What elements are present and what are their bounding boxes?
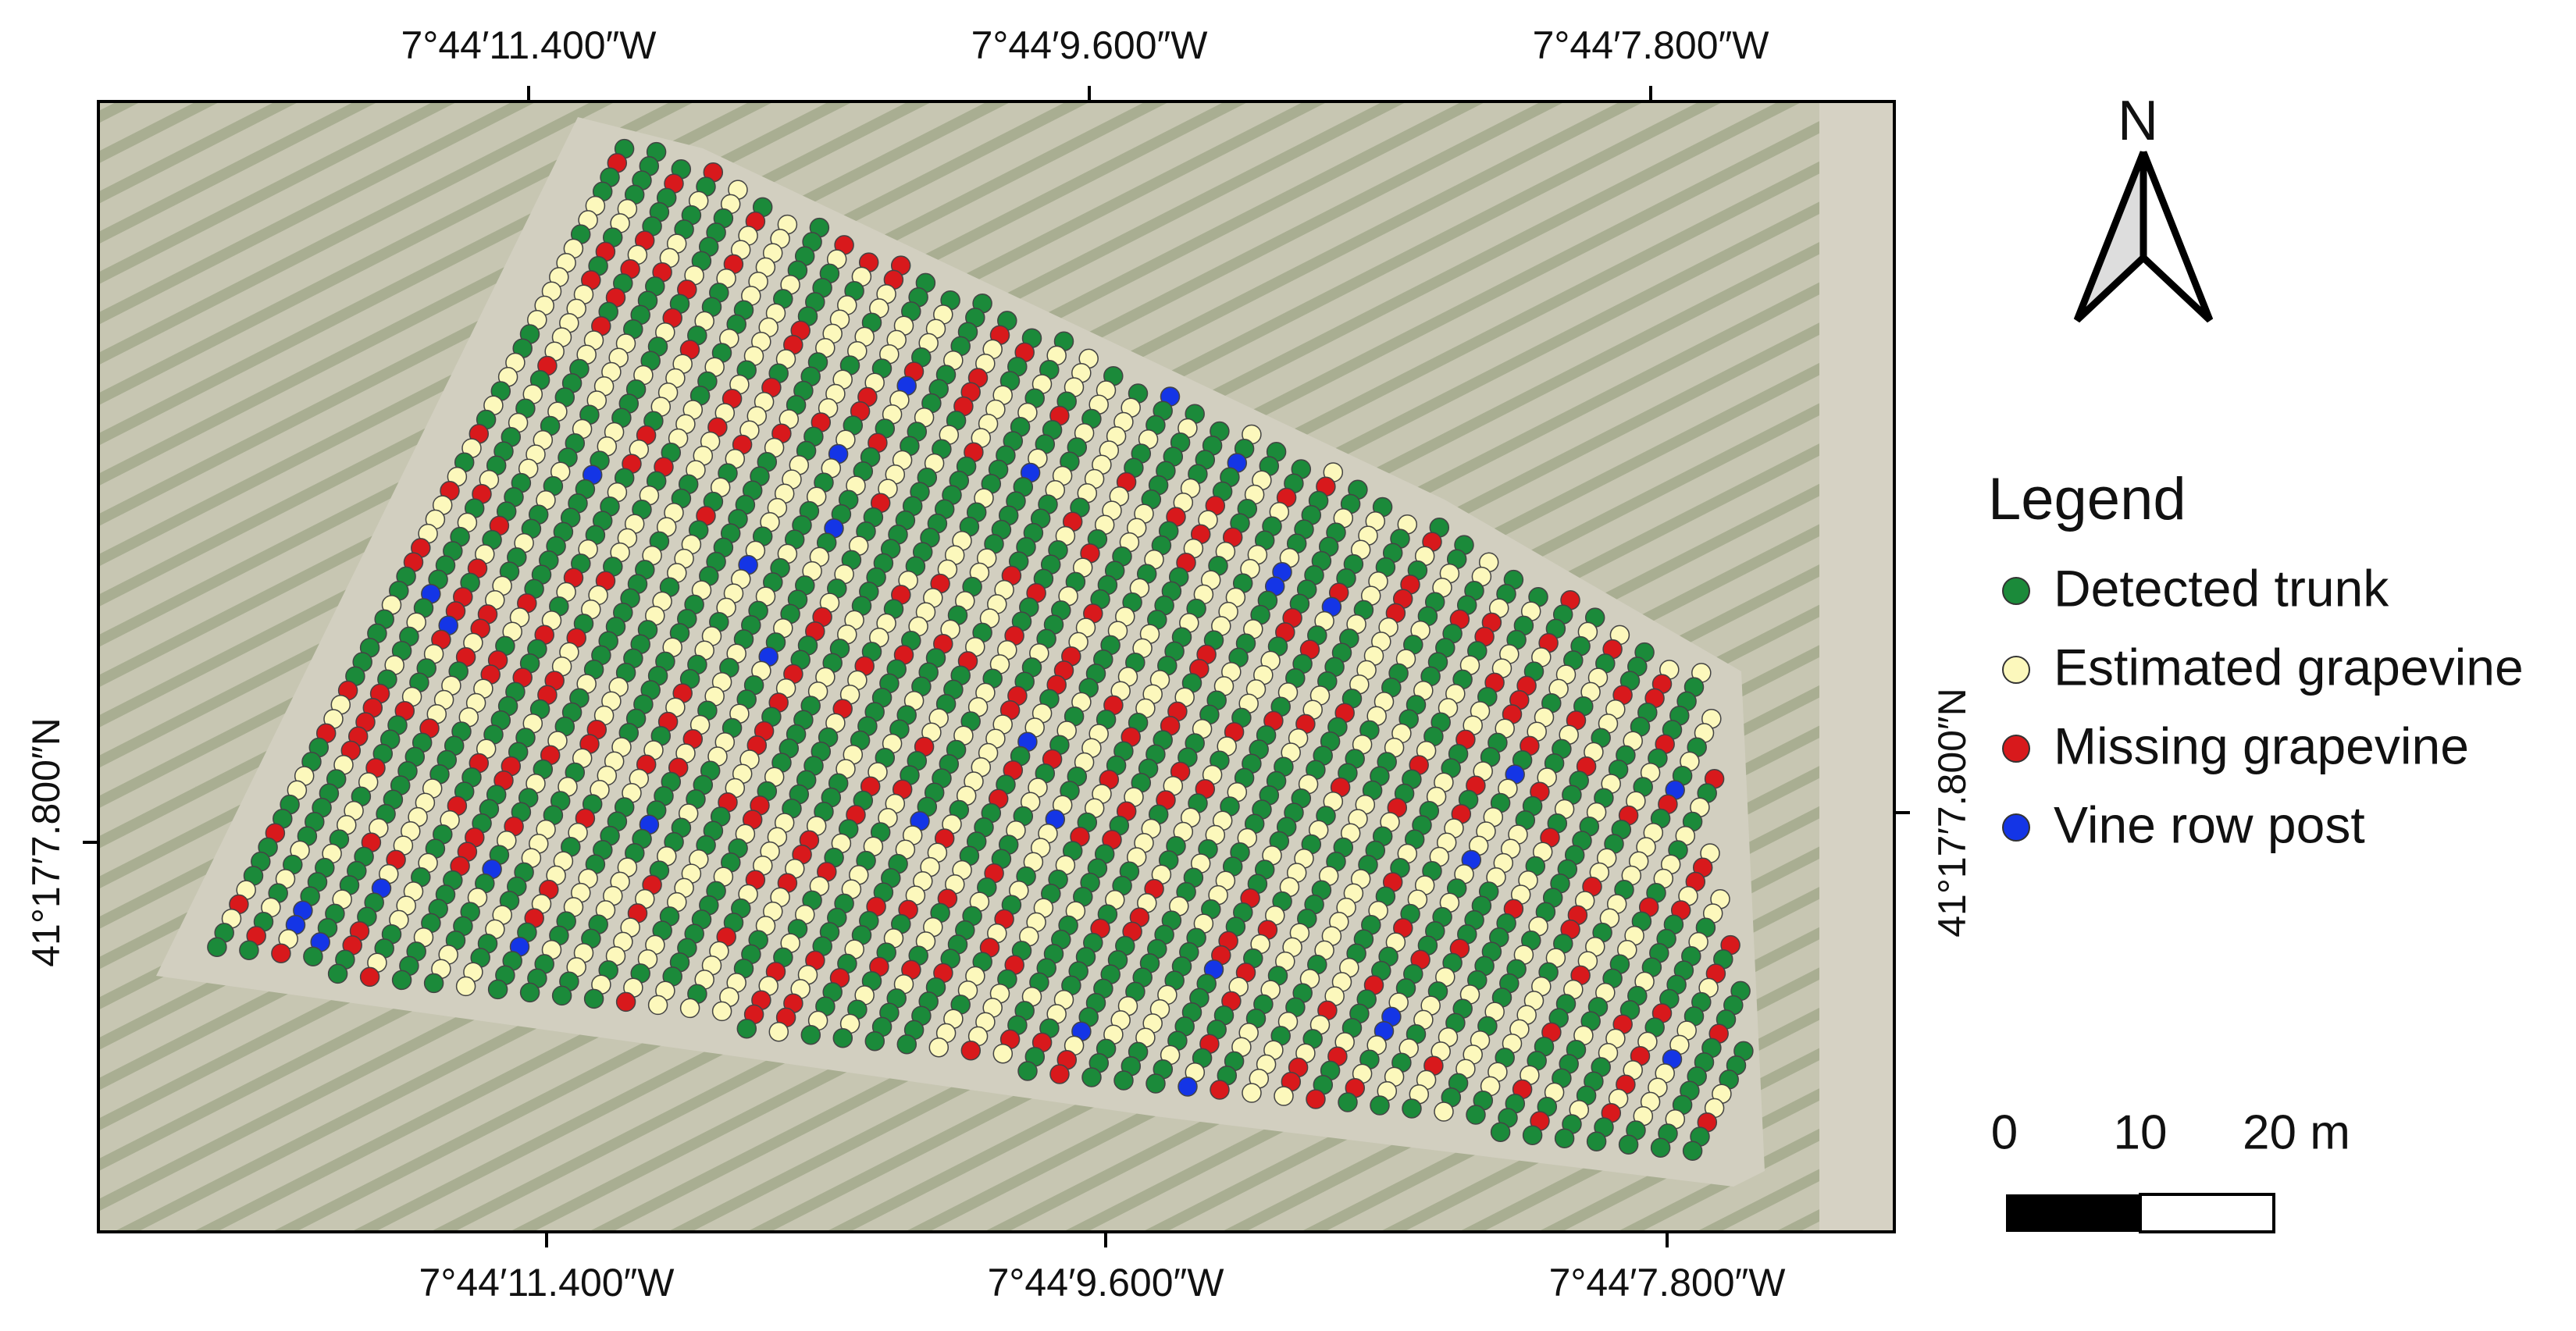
scale-label: 0 bbox=[1991, 1105, 2018, 1159]
scale-label: 20 m bbox=[2243, 1105, 2350, 1159]
top-coord-label: 7°44′11.400″W bbox=[401, 23, 657, 67]
vine-point bbox=[1049, 1064, 1070, 1084]
top-coord-label: 7°44′9.600″W bbox=[971, 23, 1209, 67]
vine-point bbox=[896, 1034, 917, 1055]
vine-point bbox=[647, 995, 668, 1016]
vine-point bbox=[303, 946, 323, 966]
vine-point bbox=[1178, 1077, 1198, 1097]
vine-points bbox=[207, 138, 1754, 1161]
legend-label: Missing grapevine bbox=[2054, 717, 2469, 774]
vine-point bbox=[1306, 1089, 1326, 1109]
bottom-coord-label: 7°44′11.400″W bbox=[419, 1261, 675, 1304]
vine-point bbox=[960, 1040, 982, 1061]
vine-point bbox=[271, 943, 291, 963]
vine-point bbox=[583, 988, 604, 1009]
legend-label: Detected trunk bbox=[2054, 559, 2389, 617]
vine-point bbox=[711, 1001, 732, 1022]
vine-point bbox=[391, 970, 412, 991]
frame-ticks bbox=[83, 86, 1910, 1247]
vine-point bbox=[327, 963, 348, 984]
left-coord-label: 41°17′7.800″N bbox=[24, 717, 68, 967]
vine-point bbox=[359, 966, 380, 988]
north-arrow: N bbox=[2073, 90, 2214, 323]
legend-swatch bbox=[2002, 577, 2030, 605]
vine-point bbox=[1650, 1137, 1671, 1158]
vine-point bbox=[1586, 1131, 1607, 1151]
vine-point bbox=[615, 991, 636, 1012]
vine-point bbox=[1274, 1086, 1294, 1106]
vine-point bbox=[1402, 1098, 1422, 1119]
vine-point bbox=[1434, 1101, 1454, 1122]
vine-point bbox=[423, 973, 444, 994]
vine-point bbox=[992, 1043, 1014, 1064]
vine-point bbox=[1490, 1122, 1511, 1142]
vine-point bbox=[487, 979, 508, 1000]
legend: Detected trunk Estimated grapevine Missing… bbox=[2002, 559, 2524, 853]
right-coord-label: 41°17′7.800″N bbox=[1930, 688, 1974, 938]
vine-point bbox=[455, 976, 476, 997]
scale-label: 10 bbox=[2114, 1105, 2168, 1159]
scale-segment bbox=[2139, 1193, 2275, 1233]
vine-point bbox=[1081, 1067, 1102, 1087]
north-arrow-left bbox=[2073, 151, 2147, 323]
vine-point bbox=[1242, 1083, 1262, 1103]
vine-point bbox=[1145, 1073, 1166, 1094]
map-frame bbox=[97, 100, 1896, 1233]
vine-point bbox=[1113, 1070, 1134, 1091]
vine-point bbox=[1466, 1105, 1486, 1125]
vine-point bbox=[768, 1021, 789, 1042]
north-arrow-right bbox=[2140, 151, 2214, 323]
bottom-coord-label: 7°44′7.800″W bbox=[1549, 1261, 1787, 1304]
vine-point bbox=[1522, 1125, 1543, 1145]
legend-swatch bbox=[2002, 656, 2030, 684]
north-label: N bbox=[2118, 90, 2158, 152]
legend-swatch bbox=[2002, 813, 2030, 842]
vine-point bbox=[800, 1024, 821, 1045]
scale-segment bbox=[2006, 1194, 2140, 1232]
vine-point bbox=[832, 1027, 853, 1048]
vine-point bbox=[1554, 1128, 1575, 1148]
top-coord-label: 7°44′7.800″W bbox=[1533, 23, 1770, 67]
bottom-coord-label: 7°44′9.600″W bbox=[988, 1261, 1225, 1304]
vine-point bbox=[207, 937, 227, 957]
legend-label: Estimated grapevine bbox=[2054, 638, 2524, 696]
vine-point bbox=[1370, 1095, 1390, 1116]
road bbox=[1819, 101, 1894, 1232]
vine-point bbox=[928, 1037, 950, 1058]
legend-label: Vine row post bbox=[2054, 795, 2365, 853]
vine-point bbox=[551, 985, 572, 1006]
vine-point bbox=[1210, 1080, 1230, 1100]
vine-point bbox=[1338, 1092, 1358, 1112]
vine-point bbox=[239, 940, 259, 960]
vine-point bbox=[1618, 1134, 1639, 1155]
vine-point bbox=[679, 998, 700, 1019]
vine-point bbox=[519, 982, 540, 1003]
vine-point bbox=[1017, 1061, 1038, 1081]
legend-title: Legend bbox=[1988, 466, 2186, 532]
scale-bar: 0 10 20 m bbox=[1991, 1105, 2350, 1233]
legend-swatch bbox=[2002, 735, 2030, 763]
vine-point bbox=[736, 1018, 757, 1039]
vine-point bbox=[1682, 1141, 1703, 1161]
vine-point bbox=[864, 1030, 885, 1052]
